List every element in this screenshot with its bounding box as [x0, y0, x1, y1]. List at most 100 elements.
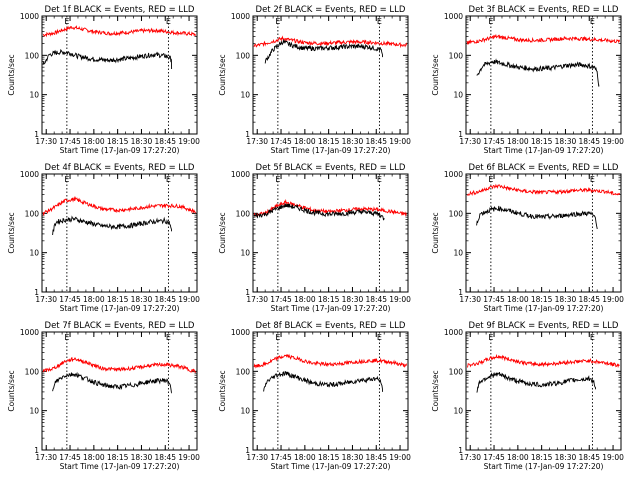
panel-8: Det 8f BLACK = Events, RED = LLD 1 10 100 10…: [218, 321, 411, 471]
x-tick-label: 17:45: [270, 137, 292, 146]
y-tick-label: 1000: [20, 328, 39, 337]
lld-series-line: [253, 353, 407, 369]
x-tick-label: 19:00: [602, 137, 624, 146]
x-tick-label: 19:00: [178, 137, 200, 146]
x-tick-label: 18:00: [83, 453, 105, 462]
x-tick-label: 17:30: [35, 295, 57, 304]
y-axis-label: Counts/sec: [218, 370, 227, 411]
x-tick-label: 18:30: [131, 453, 153, 462]
plot-frame: [252, 331, 409, 451]
panel-1: Det 1f BLACK = Events, RED = LLD 1 10 100 10…: [7, 5, 200, 155]
x-tick-label: 18:15: [107, 137, 129, 146]
x-tick-label: 18:45: [578, 137, 600, 146]
lld-series-line: [253, 198, 407, 218]
y-tick-label: 100: [236, 367, 251, 376]
x-tick-label: 17:30: [459, 137, 481, 146]
lld-series-line: [42, 356, 196, 373]
plot-frame: [465, 173, 622, 293]
events-series-line: [264, 38, 384, 64]
x-tick-label: 19:00: [389, 295, 411, 304]
event-marker-label: E: [590, 175, 595, 184]
x-tick-label: 17:30: [246, 453, 268, 462]
x-tick-label: 18:45: [365, 137, 387, 146]
x-tick-label: 18:00: [294, 453, 316, 462]
y-tick-label: 1: [34, 130, 39, 139]
y-tick-label: 1: [458, 288, 463, 297]
x-tick-label: 19:00: [178, 295, 200, 304]
y-tick-label: 1000: [231, 170, 250, 179]
x-axis-label: Start Time (17-Jan-09 17:27:20): [271, 304, 391, 313]
lld-series-line: [42, 196, 196, 217]
events-series-line: [52, 215, 173, 236]
x-tick-label: 18:30: [555, 137, 577, 146]
event-marker-label: E: [590, 333, 595, 342]
y-tick-label: 100: [449, 51, 464, 60]
x-tick-label: 18:15: [318, 137, 340, 146]
x-tick-label: 18:15: [107, 453, 129, 462]
panel-4: Det 4f BLACK = Events, RED = LLD 1 10 100 10…: [7, 163, 200, 313]
event-marker-label: E: [166, 333, 171, 342]
lld-series-line: [253, 35, 407, 49]
events-series-line: [476, 205, 598, 230]
y-axis-label: Counts/sec: [431, 212, 440, 253]
x-tick-label: 19:00: [178, 453, 200, 462]
panel-title: Det 5f BLACK = Events, RED = LLD: [256, 163, 406, 173]
x-tick-label: 19:00: [389, 453, 411, 462]
event-marker-label: E: [275, 17, 280, 26]
y-axis-label: Counts/sec: [7, 54, 16, 95]
plot-frame: [41, 331, 198, 451]
event-marker-label: E: [488, 333, 493, 342]
x-axis-label: Start Time (17-Jan-09 17:27:20): [60, 462, 180, 471]
events-series-line: [52, 371, 173, 394]
x-tick-label: 19:00: [602, 453, 624, 462]
y-axis-label: Counts/sec: [7, 370, 16, 411]
event-marker-label: E: [64, 333, 69, 342]
y-tick-label: 1: [34, 288, 39, 297]
y-tick-label: 100: [236, 209, 251, 218]
x-tick-label: 18:15: [531, 453, 553, 462]
y-tick-label: 1000: [444, 170, 463, 179]
y-tick-label: 100: [449, 367, 464, 376]
panel-title: Det 8f BLACK = Events, RED = LLD: [256, 321, 406, 331]
plot-frame: [252, 15, 409, 135]
x-axis-label: Start Time (17-Jan-09 17:27:20): [60, 146, 180, 155]
event-marker-label: E: [166, 17, 171, 26]
y-tick-label: 1000: [20, 170, 39, 179]
x-tick-label: 17:45: [483, 137, 505, 146]
y-axis-label: Counts/sec: [431, 54, 440, 95]
y-axis-label: Counts/sec: [218, 212, 227, 253]
x-tick-label: 18:45: [578, 295, 600, 304]
y-axis-label: Counts/sec: [7, 212, 16, 253]
x-tick-label: 18:30: [342, 453, 364, 462]
x-axis-label: Start Time (17-Jan-09 17:27:20): [484, 462, 604, 471]
x-tick-label: 18:30: [342, 295, 364, 304]
y-tick-label: 1000: [444, 12, 463, 21]
panel-title: Det 9f BLACK = Events, RED = LLD: [469, 321, 619, 331]
y-tick-label: 1000: [231, 12, 250, 21]
y-tick-label: 100: [25, 209, 40, 218]
x-tick-label: 18:30: [342, 137, 364, 146]
y-tick-label: 10: [29, 407, 39, 416]
y-tick-label: 100: [25, 51, 40, 60]
x-tick-label: 17:30: [35, 453, 57, 462]
event-marker-label: E: [275, 175, 280, 184]
y-tick-label: 10: [240, 249, 250, 258]
x-tick-label: 17:30: [246, 295, 268, 304]
y-tick-label: 1000: [20, 12, 39, 21]
y-axis-label: Counts/sec: [431, 370, 440, 411]
x-tick-label: 17:30: [459, 295, 481, 304]
x-tick-label: 18:00: [507, 295, 529, 304]
y-tick-label: 10: [240, 91, 250, 100]
x-axis-label: Start Time (17-Jan-09 17:27:20): [271, 462, 391, 471]
x-tick-label: 18:45: [154, 137, 176, 146]
x-tick-label: 18:45: [365, 295, 387, 304]
plot-frame: [465, 15, 622, 135]
x-axis-label: Start Time (17-Jan-09 17:27:20): [60, 304, 180, 313]
y-tick-label: 10: [29, 249, 39, 258]
events-series-line: [476, 58, 600, 87]
y-tick-label: 10: [453, 249, 463, 258]
plot-frame: [41, 173, 198, 293]
lld-series-line: [42, 25, 196, 38]
y-tick-label: 1000: [231, 328, 250, 337]
panel-title: Det 6f BLACK = Events, RED = LLD: [469, 163, 619, 173]
